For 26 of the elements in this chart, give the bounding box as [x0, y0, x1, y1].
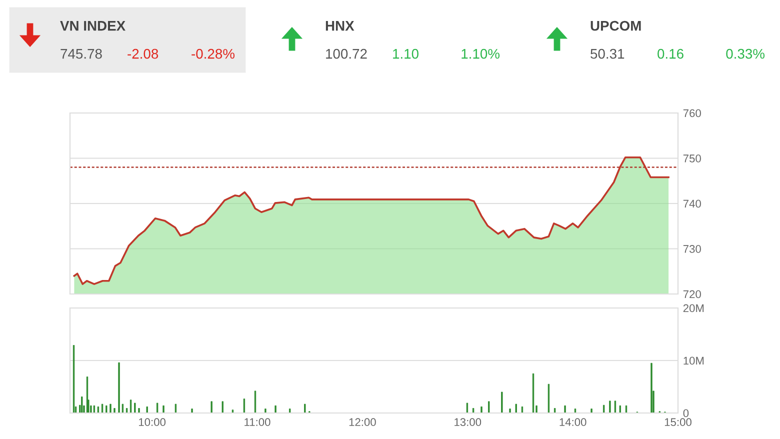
x-tick-label: 13:00: [454, 418, 482, 426]
y-tick-label: 20M: [683, 304, 704, 312]
y-tick-label: 720: [683, 290, 701, 298]
text: -0.28%: [192, 48, 235, 59]
text: 100.72: [326, 48, 367, 59]
x-tick-label: 15:00: [664, 418, 692, 426]
y-tick-label: 10M: [684, 356, 704, 365]
x-tick-label: 11:00: [244, 418, 270, 426]
text: 50.31: [590, 48, 624, 59]
text: 745.78: [60, 48, 102, 59]
y-tick-label: 730: [683, 245, 701, 253]
text: UPCOM: [590, 20, 641, 31]
y-tick-label: 750: [683, 154, 701, 162]
text: VN INDEX: [60, 21, 126, 31]
text: 0.33%: [726, 48, 765, 59]
y-tick-label: 760: [683, 109, 701, 118]
text: 0.16: [658, 48, 684, 59]
text: HNX: [326, 21, 354, 31]
y-tick-label: 740: [683, 200, 701, 208]
y-tick-label: 0: [683, 409, 689, 418]
text: 1.10: [393, 48, 418, 59]
x-tick-label: 14:00: [560, 418, 586, 426]
x-tick-label: 10:00: [138, 418, 166, 426]
x-tick-label: 12:00: [349, 418, 376, 426]
text: 1.10%: [462, 48, 500, 59]
text: -2.08: [128, 48, 158, 59]
